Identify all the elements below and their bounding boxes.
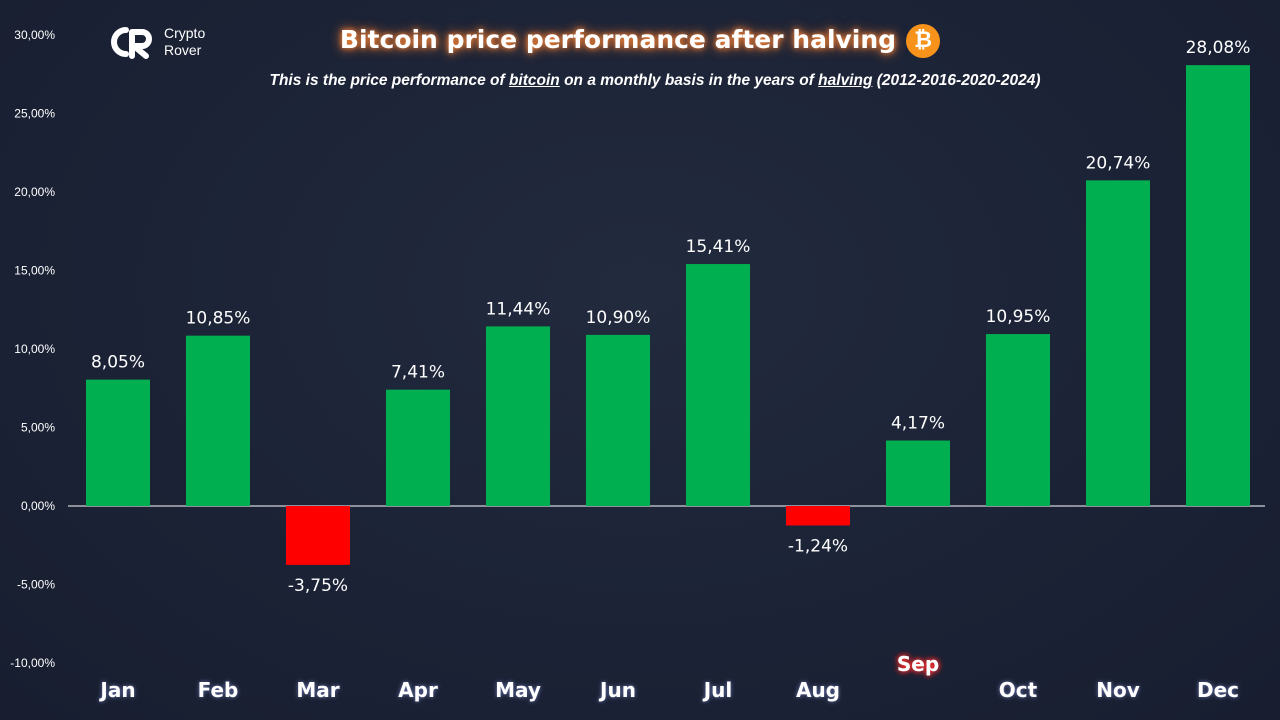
value-label: -1,24% bbox=[788, 536, 848, 556]
value-label: 15,41% bbox=[686, 237, 751, 257]
value-label: 8,05% bbox=[91, 353, 145, 373]
x-tick-label: Jul bbox=[702, 678, 733, 702]
value-label: 10,95% bbox=[986, 307, 1051, 327]
x-tick-label: Oct bbox=[999, 678, 1038, 702]
value-labels: 8,05% 10,85% -3,75% 7,41% 11,44% 10,90% 15,41%… bbox=[91, 38, 1250, 596]
value-label: 10,90% bbox=[586, 308, 651, 328]
bar-feb bbox=[186, 335, 250, 506]
y-tick-label: 0,00% bbox=[21, 499, 55, 513]
bar-aug bbox=[786, 506, 850, 526]
value-label: 11,44% bbox=[486, 299, 551, 319]
y-tick-label: 20,00% bbox=[14, 185, 55, 199]
x-tick-label: Feb bbox=[198, 678, 239, 702]
brand-name-line1: Crypto bbox=[164, 25, 206, 41]
bar-nov bbox=[1086, 180, 1150, 506]
bar-dec bbox=[1186, 65, 1250, 507]
value-label: 7,41% bbox=[391, 363, 445, 383]
subtitle-part: (2012-2016-2020-2024) bbox=[872, 72, 1041, 89]
subtitle-part: on a monthly basis in the years of bbox=[559, 72, 819, 89]
x-tick-label: Apr bbox=[398, 678, 438, 702]
bar-sep bbox=[886, 440, 950, 506]
value-label: 4,17% bbox=[891, 414, 945, 434]
crypto-rover-logo-icon bbox=[111, 27, 152, 59]
bar-oct bbox=[986, 334, 1050, 506]
y-tick-label: 15,00% bbox=[14, 264, 55, 278]
bars bbox=[86, 65, 1250, 565]
bitcoin-icon: ₿ bbox=[906, 24, 941, 58]
value-label: 28,08% bbox=[1186, 38, 1251, 58]
x-axis: Jan Feb Mar Apr May Jun Jul Aug Sep Oct Nov Dec bbox=[98, 652, 1239, 702]
bar-jun bbox=[586, 334, 650, 506]
x-tick-label: Nov bbox=[1096, 678, 1140, 702]
x-tick-label: Sep bbox=[897, 652, 939, 676]
y-axis: 30,00% 25,00% 20,00% 15,00% 10,00% 5,00% 0,00%… bbox=[10, 28, 1265, 670]
x-tick-label: May bbox=[495, 678, 541, 702]
x-tick-label: Mar bbox=[296, 678, 339, 702]
bar-mar bbox=[286, 506, 350, 565]
x-tick-label: Dec bbox=[1197, 678, 1239, 702]
chart-title: Bitcoin price performance after halving ₿ bbox=[0, 24, 1280, 58]
bar-jan bbox=[86, 379, 150, 506]
y-tick-label: 25,00% bbox=[14, 107, 55, 121]
brand-name: Crypto Rover bbox=[164, 25, 205, 59]
chart-title-text: Bitcoin price performance after halving bbox=[339, 25, 897, 54]
value-label: -3,75% bbox=[288, 576, 348, 596]
bar-jul bbox=[686, 264, 750, 506]
y-tick-label: 10,00% bbox=[14, 342, 55, 356]
brand-name-line2: Rover bbox=[164, 42, 202, 58]
chart-subtitle: This is the price performance of bitcoin… bbox=[0, 72, 1280, 90]
y-tick-label: 5,00% bbox=[21, 421, 55, 435]
x-tick-label: Jan bbox=[98, 678, 135, 702]
bar-apr bbox=[386, 389, 450, 506]
y-tick-label: -5,00% bbox=[17, 578, 55, 592]
value-label: 20,74% bbox=[1086, 153, 1151, 173]
subtitle-part: This is the price performance of bbox=[269, 72, 509, 89]
x-tick-label: Aug bbox=[796, 678, 840, 702]
y-tick-label: 30,00% bbox=[14, 28, 55, 42]
value-label: 10,85% bbox=[186, 309, 251, 329]
x-tick-label: Jun bbox=[598, 678, 636, 702]
bar-may bbox=[486, 326, 550, 506]
subtitle-part: halving bbox=[818, 72, 873, 89]
y-tick-label: -10,00% bbox=[10, 656, 55, 670]
subtitle-part: bitcoin bbox=[508, 72, 560, 89]
brand-logo: Crypto Rover bbox=[106, 24, 205, 60]
